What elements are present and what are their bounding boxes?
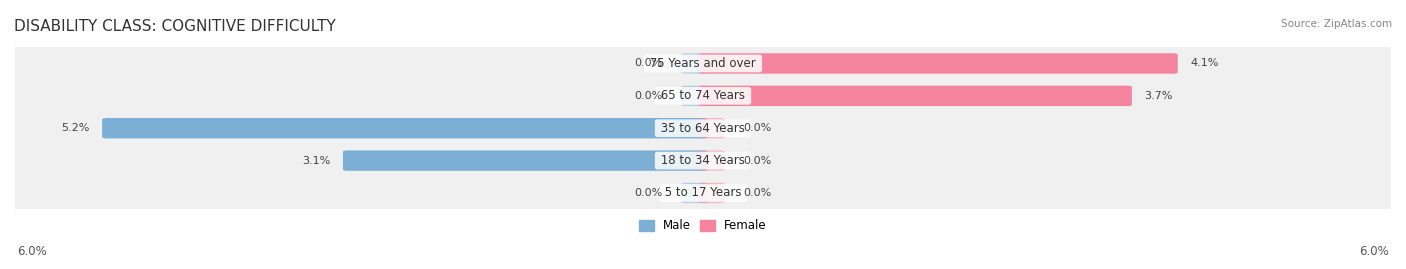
FancyBboxPatch shape — [103, 118, 707, 139]
Text: DISABILITY CLASS: COGNITIVE DIFFICULTY: DISABILITY CLASS: COGNITIVE DIFFICULTY — [14, 19, 336, 34]
Text: 0.0%: 0.0% — [744, 188, 772, 198]
Text: 0.0%: 0.0% — [634, 188, 662, 198]
Text: 0.0%: 0.0% — [744, 155, 772, 166]
Text: 6.0%: 6.0% — [1360, 245, 1389, 258]
Text: 0.0%: 0.0% — [634, 91, 662, 101]
FancyBboxPatch shape — [699, 118, 724, 139]
FancyBboxPatch shape — [699, 86, 1132, 106]
Text: 35 to 64 Years: 35 to 64 Years — [657, 122, 749, 135]
FancyBboxPatch shape — [343, 150, 707, 171]
Legend: Male, Female: Male, Female — [640, 220, 766, 232]
FancyBboxPatch shape — [13, 176, 1393, 210]
FancyBboxPatch shape — [699, 183, 724, 203]
Text: 6.0%: 6.0% — [17, 245, 46, 258]
FancyBboxPatch shape — [682, 86, 707, 106]
Text: 5.2%: 5.2% — [60, 123, 90, 133]
FancyBboxPatch shape — [682, 183, 707, 203]
Text: 18 to 34 Years: 18 to 34 Years — [657, 154, 749, 167]
Text: 65 to 74 Years: 65 to 74 Years — [657, 89, 749, 102]
FancyBboxPatch shape — [699, 150, 724, 171]
Text: 75 Years and over: 75 Years and over — [647, 57, 759, 70]
Text: 3.7%: 3.7% — [1144, 91, 1173, 101]
FancyBboxPatch shape — [13, 79, 1393, 113]
Text: 3.1%: 3.1% — [302, 155, 330, 166]
FancyBboxPatch shape — [682, 53, 707, 74]
Text: 0.0%: 0.0% — [744, 123, 772, 133]
FancyBboxPatch shape — [699, 53, 1178, 74]
Text: 0.0%: 0.0% — [634, 58, 662, 69]
Text: 5 to 17 Years: 5 to 17 Years — [661, 186, 745, 200]
Text: 4.1%: 4.1% — [1191, 58, 1219, 69]
FancyBboxPatch shape — [13, 144, 1393, 178]
FancyBboxPatch shape — [13, 111, 1393, 145]
Text: Source: ZipAtlas.com: Source: ZipAtlas.com — [1281, 19, 1392, 29]
FancyBboxPatch shape — [13, 47, 1393, 80]
